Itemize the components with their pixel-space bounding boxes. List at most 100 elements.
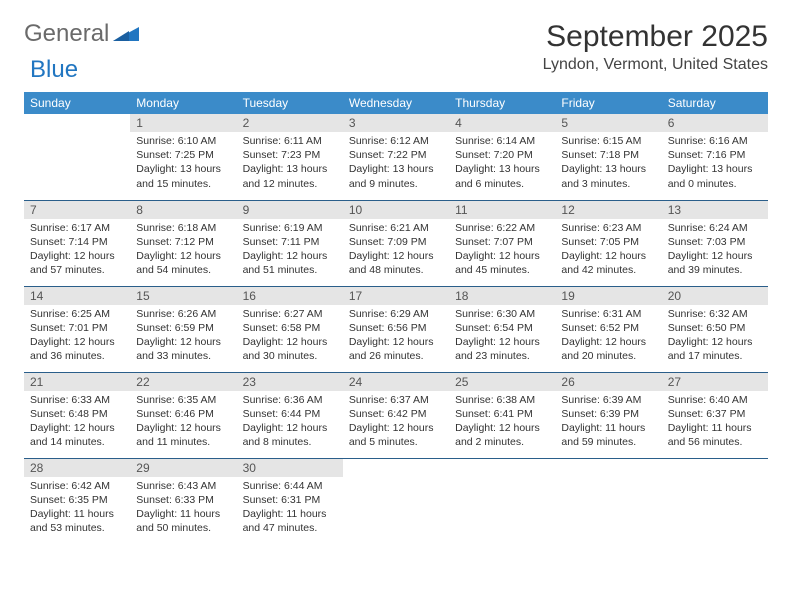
calendar-cell: 10Sunrise: 6:21 AMSunset: 7:09 PMDayligh…	[343, 200, 449, 286]
calendar-cell: 6Sunrise: 6:16 AMSunset: 7:16 PMDaylight…	[662, 114, 768, 200]
day-details: Sunrise: 6:21 AMSunset: 7:09 PMDaylight:…	[343, 219, 449, 282]
day-details: Sunrise: 6:44 AMSunset: 6:31 PMDaylight:…	[237, 477, 343, 540]
calendar-week: 7Sunrise: 6:17 AMSunset: 7:14 PMDaylight…	[24, 200, 768, 286]
calendar-cell: 4Sunrise: 6:14 AMSunset: 7:20 PMDaylight…	[449, 114, 555, 200]
day-header: Sunday	[24, 92, 130, 114]
title-block: September 2025 Lyndon, Vermont, United S…	[543, 20, 768, 74]
day-header: Wednesday	[343, 92, 449, 114]
day-number: 12	[555, 201, 661, 219]
day-details: Sunrise: 6:26 AMSunset: 6:59 PMDaylight:…	[130, 305, 236, 368]
calendar-cell: 30Sunrise: 6:44 AMSunset: 6:31 PMDayligh…	[237, 458, 343, 544]
calendar-cell: 24Sunrise: 6:37 AMSunset: 6:42 PMDayligh…	[343, 372, 449, 458]
day-number: 4	[449, 114, 555, 132]
logo-text-blue: Blue	[30, 56, 78, 84]
calendar-cell	[555, 458, 661, 544]
day-details: Sunrise: 6:38 AMSunset: 6:41 PMDaylight:…	[449, 391, 555, 454]
day-number-empty	[343, 459, 449, 477]
day-number-empty	[662, 459, 768, 477]
calendar-cell: 19Sunrise: 6:31 AMSunset: 6:52 PMDayligh…	[555, 286, 661, 372]
calendar-cell: 25Sunrise: 6:38 AMSunset: 6:41 PMDayligh…	[449, 372, 555, 458]
calendar-cell: 16Sunrise: 6:27 AMSunset: 6:58 PMDayligh…	[237, 286, 343, 372]
calendar-week: 14Sunrise: 6:25 AMSunset: 7:01 PMDayligh…	[24, 286, 768, 372]
day-number: 26	[555, 373, 661, 391]
calendar-cell: 28Sunrise: 6:42 AMSunset: 6:35 PMDayligh…	[24, 458, 130, 544]
day-header-row: SundayMondayTuesdayWednesdayThursdayFrid…	[24, 92, 768, 114]
day-number: 5	[555, 114, 661, 132]
day-details: Sunrise: 6:35 AMSunset: 6:46 PMDaylight:…	[130, 391, 236, 454]
calendar-cell	[449, 458, 555, 544]
calendar-cell: 14Sunrise: 6:25 AMSunset: 7:01 PMDayligh…	[24, 286, 130, 372]
calendar-cell: 7Sunrise: 6:17 AMSunset: 7:14 PMDaylight…	[24, 200, 130, 286]
day-number: 22	[130, 373, 236, 391]
calendar-cell: 3Sunrise: 6:12 AMSunset: 7:22 PMDaylight…	[343, 114, 449, 200]
day-header: Saturday	[662, 92, 768, 114]
calendar-cell: 23Sunrise: 6:36 AMSunset: 6:44 PMDayligh…	[237, 372, 343, 458]
day-details: Sunrise: 6:42 AMSunset: 6:35 PMDaylight:…	[24, 477, 130, 540]
day-number: 16	[237, 287, 343, 305]
day-number: 19	[555, 287, 661, 305]
day-details: Sunrise: 6:18 AMSunset: 7:12 PMDaylight:…	[130, 219, 236, 282]
calendar-cell: 12Sunrise: 6:23 AMSunset: 7:05 PMDayligh…	[555, 200, 661, 286]
day-details: Sunrise: 6:15 AMSunset: 7:18 PMDaylight:…	[555, 132, 661, 195]
day-number-empty	[449, 459, 555, 477]
calendar-cell: 5Sunrise: 6:15 AMSunset: 7:18 PMDaylight…	[555, 114, 661, 200]
day-number: 30	[237, 459, 343, 477]
calendar-cell: 17Sunrise: 6:29 AMSunset: 6:56 PMDayligh…	[343, 286, 449, 372]
day-details: Sunrise: 6:25 AMSunset: 7:01 PMDaylight:…	[24, 305, 130, 368]
day-details: Sunrise: 6:24 AMSunset: 7:03 PMDaylight:…	[662, 219, 768, 282]
day-details: Sunrise: 6:43 AMSunset: 6:33 PMDaylight:…	[130, 477, 236, 540]
day-details: Sunrise: 6:22 AMSunset: 7:07 PMDaylight:…	[449, 219, 555, 282]
day-number: 13	[662, 201, 768, 219]
day-number: 29	[130, 459, 236, 477]
day-number: 1	[130, 114, 236, 132]
calendar-cell: 26Sunrise: 6:39 AMSunset: 6:39 PMDayligh…	[555, 372, 661, 458]
day-number: 21	[24, 373, 130, 391]
calendar-cell	[24, 114, 130, 200]
day-number: 27	[662, 373, 768, 391]
day-number: 8	[130, 201, 236, 219]
day-details: Sunrise: 6:16 AMSunset: 7:16 PMDaylight:…	[662, 132, 768, 195]
day-number-empty	[555, 459, 661, 477]
calendar-cell: 2Sunrise: 6:11 AMSunset: 7:23 PMDaylight…	[237, 114, 343, 200]
calendar-cell: 18Sunrise: 6:30 AMSunset: 6:54 PMDayligh…	[449, 286, 555, 372]
calendar-cell: 27Sunrise: 6:40 AMSunset: 6:37 PMDayligh…	[662, 372, 768, 458]
day-details: Sunrise: 6:10 AMSunset: 7:25 PMDaylight:…	[130, 132, 236, 195]
calendar-cell: 11Sunrise: 6:22 AMSunset: 7:07 PMDayligh…	[449, 200, 555, 286]
day-details: Sunrise: 6:36 AMSunset: 6:44 PMDaylight:…	[237, 391, 343, 454]
day-details: Sunrise: 6:12 AMSunset: 7:22 PMDaylight:…	[343, 132, 449, 195]
day-number-empty	[24, 114, 130, 132]
day-header: Friday	[555, 92, 661, 114]
day-details: Sunrise: 6:27 AMSunset: 6:58 PMDaylight:…	[237, 305, 343, 368]
day-number: 3	[343, 114, 449, 132]
calendar-cell: 20Sunrise: 6:32 AMSunset: 6:50 PMDayligh…	[662, 286, 768, 372]
day-details: Sunrise: 6:14 AMSunset: 7:20 PMDaylight:…	[449, 132, 555, 195]
logo-text-general: General	[24, 20, 109, 48]
day-number: 14	[24, 287, 130, 305]
day-number: 18	[449, 287, 555, 305]
location-text: Lyndon, Vermont, United States	[543, 56, 768, 74]
calendar-cell	[662, 458, 768, 544]
day-details: Sunrise: 6:19 AMSunset: 7:11 PMDaylight:…	[237, 219, 343, 282]
day-details: Sunrise: 6:23 AMSunset: 7:05 PMDaylight:…	[555, 219, 661, 282]
day-number: 7	[24, 201, 130, 219]
calendar-cell: 8Sunrise: 6:18 AMSunset: 7:12 PMDaylight…	[130, 200, 236, 286]
calendar-cell: 1Sunrise: 6:10 AMSunset: 7:25 PMDaylight…	[130, 114, 236, 200]
calendar-table: SundayMondayTuesdayWednesdayThursdayFrid…	[24, 92, 768, 544]
day-number: 17	[343, 287, 449, 305]
day-details: Sunrise: 6:11 AMSunset: 7:23 PMDaylight:…	[237, 132, 343, 195]
day-header: Monday	[130, 92, 236, 114]
day-number: 25	[449, 373, 555, 391]
day-number: 15	[130, 287, 236, 305]
day-number: 6	[662, 114, 768, 132]
day-number: 10	[343, 201, 449, 219]
calendar-week: 21Sunrise: 6:33 AMSunset: 6:48 PMDayligh…	[24, 372, 768, 458]
day-number: 20	[662, 287, 768, 305]
calendar-cell: 9Sunrise: 6:19 AMSunset: 7:11 PMDaylight…	[237, 200, 343, 286]
day-number: 24	[343, 373, 449, 391]
day-header: Tuesday	[237, 92, 343, 114]
calendar-cell: 22Sunrise: 6:35 AMSunset: 6:46 PMDayligh…	[130, 372, 236, 458]
day-number: 28	[24, 459, 130, 477]
day-header: Thursday	[449, 92, 555, 114]
calendar-body: 1Sunrise: 6:10 AMSunset: 7:25 PMDaylight…	[24, 114, 768, 544]
calendar-week: 28Sunrise: 6:42 AMSunset: 6:35 PMDayligh…	[24, 458, 768, 544]
